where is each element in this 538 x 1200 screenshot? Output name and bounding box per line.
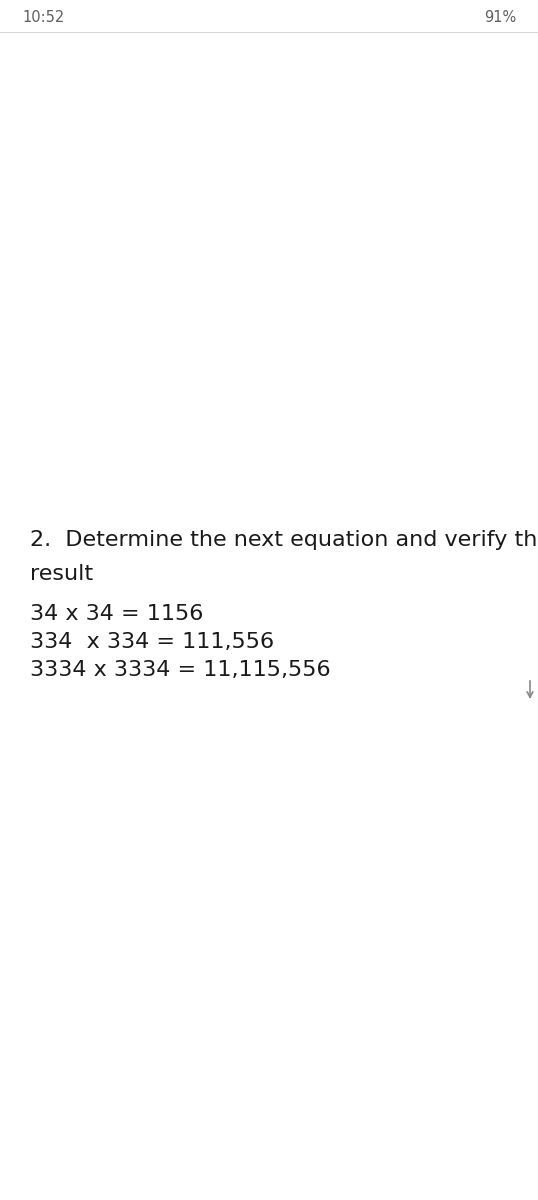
Text: 34 x 34 = 1156: 34 x 34 = 1156	[30, 604, 203, 624]
Text: 3334 x 3334 = 11,115,556: 3334 x 3334 = 11,115,556	[30, 660, 331, 680]
Text: 91%: 91%	[484, 10, 516, 25]
Text: 334  x 334 = 111,556: 334 x 334 = 111,556	[30, 632, 274, 652]
Text: 2.  Determine the next equation and verify the: 2. Determine the next equation and verif…	[30, 530, 538, 550]
Text: 10:52: 10:52	[22, 10, 64, 25]
Text: result: result	[30, 564, 93, 584]
